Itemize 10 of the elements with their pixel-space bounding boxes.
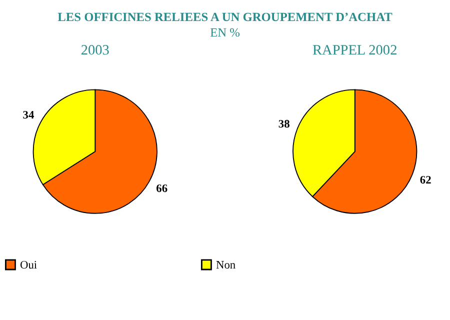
legend-label: Oui (20, 260, 38, 272)
data-label: 62 (420, 174, 432, 186)
text: EN % (210, 25, 240, 40)
data-label: 38 (278, 118, 290, 130)
text: LES OFFICINES RELIEES A UN GROUPEMENT D’ACHAT (58, 10, 394, 24)
data-label: 66 (156, 182, 168, 195)
chart-title: 2003 (80, 42, 110, 58)
chart-title: RAPPEL 2002 (312, 42, 398, 58)
legend-label: Non (216, 260, 236, 272)
data-label: 34 (22, 110, 34, 122)
